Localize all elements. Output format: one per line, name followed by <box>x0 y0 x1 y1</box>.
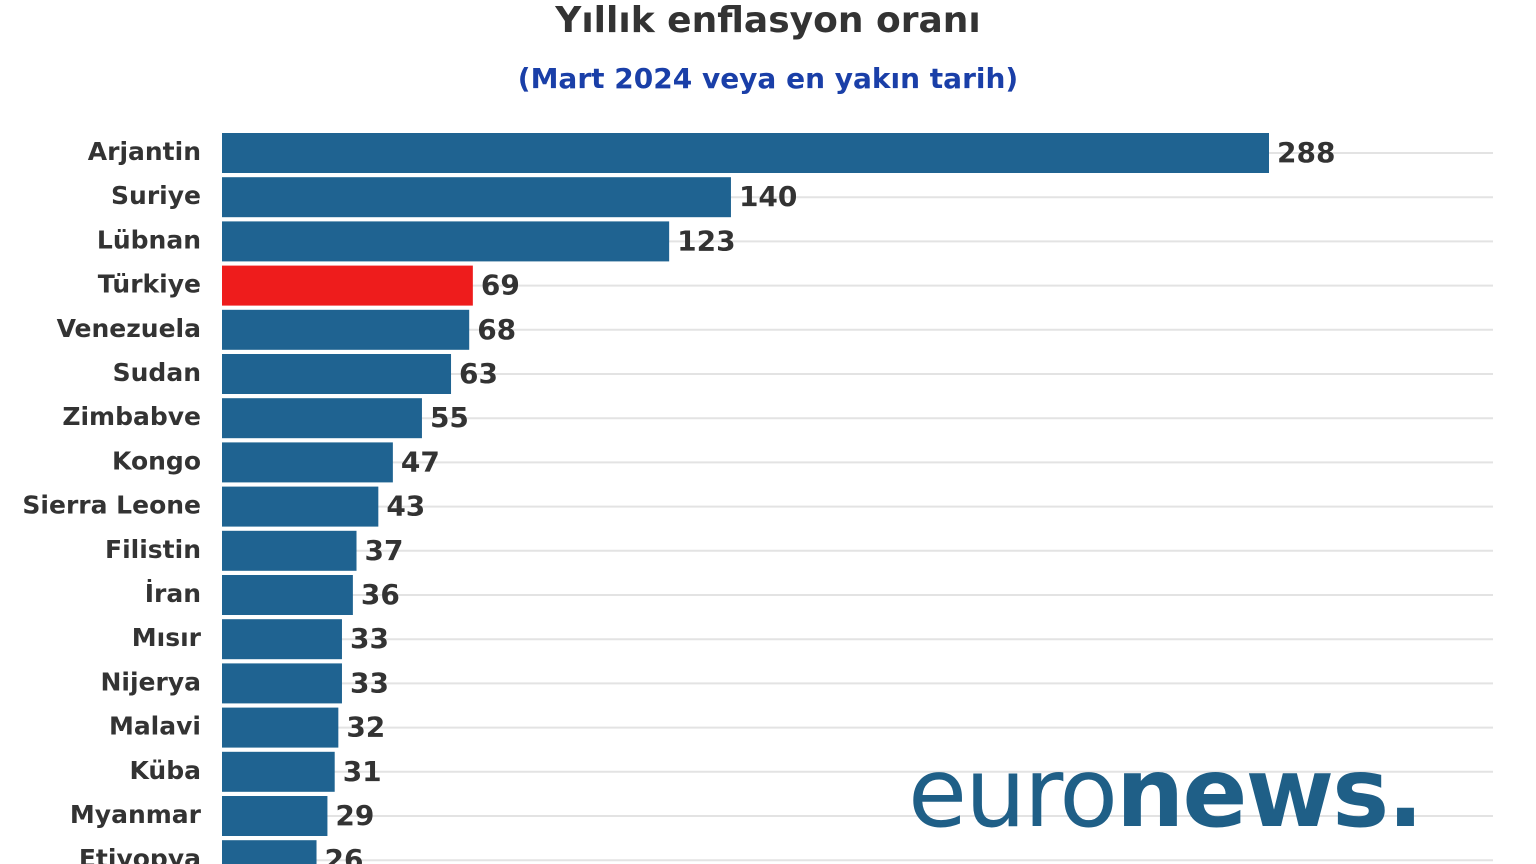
value-label: 32 <box>346 711 385 744</box>
bar <box>222 707 339 748</box>
category-label: Arjantin <box>88 137 201 166</box>
value-label: 29 <box>335 799 374 832</box>
category-label: Lübnan <box>97 225 201 254</box>
logo-bold: news. <box>1116 737 1422 849</box>
value-label: 33 <box>350 666 389 699</box>
bar <box>222 309 470 350</box>
bar <box>222 796 328 836</box>
category-label: Malavi <box>109 712 201 741</box>
value-label: 43 <box>386 490 425 523</box>
category-label: Filistin <box>105 535 201 564</box>
chart-title: Yıllık enflasyon oranı <box>554 0 980 41</box>
logo-light: euro <box>908 737 1116 849</box>
bar <box>222 486 379 527</box>
category-label: Venezuela <box>57 314 201 343</box>
category-label: Küba <box>130 756 202 785</box>
bar <box>222 840 317 864</box>
category-label: Sudan <box>113 358 201 387</box>
category-label: Myanmar <box>70 800 202 829</box>
bar <box>222 442 393 483</box>
value-label: 63 <box>459 357 498 390</box>
category-label: Zimbabve <box>62 402 201 431</box>
value-label: 140 <box>739 180 797 213</box>
value-label: 36 <box>361 578 400 611</box>
category-label: Türkiye <box>98 270 201 299</box>
category-label: İran <box>145 578 201 608</box>
category-label: Mısır <box>132 623 202 652</box>
bar <box>222 265 473 306</box>
value-label: 288 <box>1277 136 1335 169</box>
bar <box>222 221 670 262</box>
value-label: 69 <box>481 269 520 302</box>
logo: euronews. <box>908 737 1422 849</box>
bar <box>222 133 1269 173</box>
category-label: Nijerya <box>100 667 201 696</box>
bar <box>222 530 357 571</box>
bar <box>222 575 353 615</box>
bar <box>222 663 342 704</box>
value-label: 55 <box>430 401 469 434</box>
value-label: 33 <box>350 622 389 655</box>
value-label: 68 <box>477 313 516 346</box>
bar <box>222 619 342 660</box>
category-label: Suriye <box>111 181 201 210</box>
bar <box>222 398 422 439</box>
value-label: 37 <box>365 534 404 567</box>
value-label: 123 <box>677 224 735 257</box>
bar <box>222 751 335 792</box>
bar <box>222 354 452 394</box>
category-label: Etiyopya <box>79 844 201 864</box>
category-label: Sierra Leone <box>22 491 201 520</box>
category-label: Kongo <box>112 446 201 475</box>
chart-subtitle: (Mart 2024 veya en yakın tarih) <box>518 62 1018 95</box>
value-label: 47 <box>401 445 440 478</box>
bar <box>222 177 731 218</box>
value-label: 31 <box>343 755 382 788</box>
value-label: 26 <box>325 843 364 864</box>
